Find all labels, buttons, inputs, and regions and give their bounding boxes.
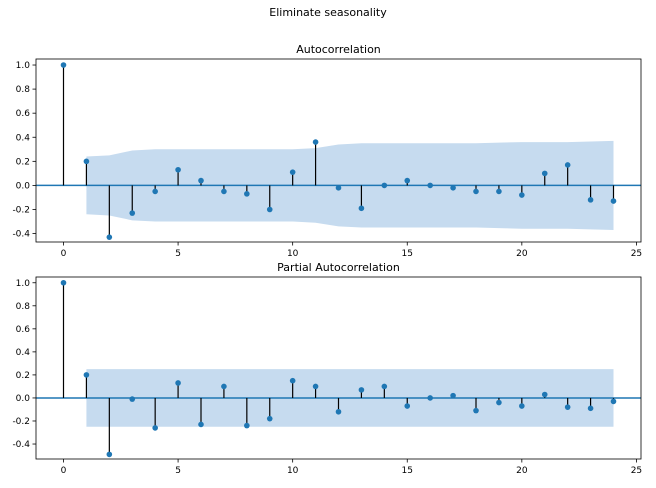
x-tick-label: 5 <box>175 466 181 476</box>
marker-lag-20 <box>519 403 525 409</box>
x-tick-label: 25 <box>631 249 642 259</box>
marker-lag-2 <box>106 451 113 458</box>
x-tick-label: 20 <box>516 249 528 259</box>
axes-frame <box>35 276 642 460</box>
marker-lag-24 <box>610 398 617 405</box>
axes-frame <box>35 58 642 243</box>
acf-panel: Autocorrelation 0 5 10 15 20 25 -0.4 -0.2 0.0 0.2 0… <box>12 43 642 259</box>
x-tick-label: 10 <box>287 249 299 259</box>
y-tick-label: -0.4 <box>12 440 30 450</box>
y-tick-label: 0.4 <box>16 348 31 358</box>
marker-lag-13 <box>358 387 365 393</box>
y-tick-label: 0.2 <box>16 157 30 167</box>
marker-lag-15 <box>404 177 411 184</box>
y-tick-label: 1.0 <box>16 279 31 289</box>
marker-lag-23 <box>587 197 594 203</box>
y-tick-label: -0.2 <box>12 417 30 427</box>
marker-lag-21 <box>541 170 548 177</box>
marker-lag-6 <box>198 177 204 184</box>
marker-lag-5 <box>175 380 181 386</box>
y-tick-label: 0.2 <box>16 371 30 381</box>
pacf-panel: Partial Autocorrelation 0 5 10 15 20 25 -0.4 -0.… <box>12 261 642 476</box>
y-tick-label: 0.6 <box>16 109 31 119</box>
marker-lag-14 <box>381 182 388 189</box>
marker-lag-20 <box>519 192 525 198</box>
axes-title: Partial Autocorrelation <box>277 261 400 274</box>
marker-lag-10 <box>289 377 296 384</box>
marker-lag-12 <box>335 185 342 191</box>
marker-lag-13 <box>358 205 365 212</box>
marker-lag-11 <box>312 383 319 390</box>
y-tick-label: 0.4 <box>16 133 31 143</box>
figure-title: Eliminate seasonality <box>269 6 387 19</box>
marker-lag-12 <box>335 408 342 415</box>
marker-lag-6 <box>198 421 204 428</box>
y-tick-label: 0.8 <box>16 302 31 312</box>
marker-lag-24 <box>610 198 617 204</box>
marker-lag-17 <box>450 185 456 191</box>
axes-title: Autocorrelation <box>296 43 381 56</box>
marker-lag-7 <box>221 188 227 195</box>
marker-lag-9 <box>266 206 273 213</box>
marker-lag-14 <box>381 383 388 390</box>
marker-lag-0 <box>60 62 67 68</box>
y-tick-label: 0.8 <box>16 85 31 95</box>
y-tick-label: 0.0 <box>16 181 31 191</box>
x-tick-label: 20 <box>516 466 528 476</box>
marker-lag-18 <box>473 407 479 414</box>
marker-lag-1 <box>83 372 90 378</box>
marker-lag-3 <box>129 396 136 402</box>
marker-lag-8 <box>244 422 250 429</box>
marker-lag-10 <box>289 169 296 175</box>
marker-lag-17 <box>450 392 456 399</box>
marker-lag-4 <box>152 425 158 431</box>
x-tick-label: 25 <box>631 466 642 476</box>
marker-lag-22 <box>564 162 571 168</box>
y-tick-label: 0.6 <box>16 325 31 335</box>
marker-lag-19 <box>496 188 502 195</box>
marker-lag-4 <box>152 188 158 195</box>
marker-lag-19 <box>496 399 502 406</box>
y-tick-label: 0.0 <box>16 394 31 404</box>
x-tick-label: 0 <box>61 466 67 476</box>
marker-lag-23 <box>587 405 594 412</box>
y-tick-label: -0.2 <box>12 205 30 215</box>
marker-lag-11 <box>312 139 319 145</box>
marker-lag-21 <box>541 391 548 398</box>
marker-lag-1 <box>83 158 90 165</box>
marker-lag-15 <box>404 403 411 409</box>
y-tick-label: 1.0 <box>16 61 31 71</box>
marker-lag-8 <box>244 191 250 197</box>
y-tick-label: -0.4 <box>12 230 30 240</box>
x-tick-label: 5 <box>175 249 181 259</box>
marker-lag-16 <box>427 182 433 189</box>
marker-lag-2 <box>106 234 113 240</box>
marker-lag-16 <box>427 395 433 401</box>
marker-lag-18 <box>473 188 479 195</box>
marker-lag-22 <box>564 404 571 410</box>
x-tick-label: 10 <box>287 466 299 476</box>
marker-lag-5 <box>175 166 181 173</box>
marker-lag-7 <box>221 383 227 390</box>
x-tick-label: 0 <box>61 249 67 259</box>
marker-lag-0 <box>60 279 67 286</box>
x-tick-label: 15 <box>402 249 413 259</box>
marker-lag-9 <box>266 415 273 422</box>
x-tick-label: 15 <box>402 466 413 476</box>
marker-lag-3 <box>129 210 136 216</box>
